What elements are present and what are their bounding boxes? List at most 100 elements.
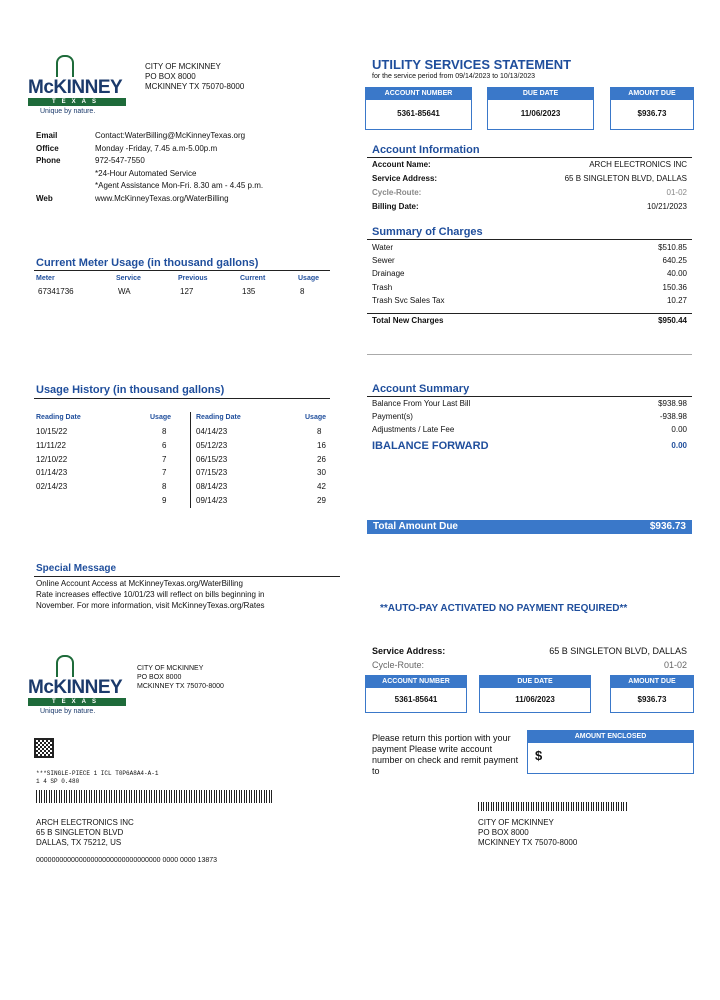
return-note: Please return this portion with your pay… — [372, 733, 519, 776]
balance-forward-value: 0.00 — [671, 441, 687, 450]
stub-address-value: 65 B SINGLETON BLVD, DALLAS — [549, 646, 687, 656]
history-cell: 26 — [317, 454, 326, 464]
info-box: DUE DATE 11/06/2023 — [487, 87, 594, 130]
box-value: 5361-85641 — [397, 109, 440, 118]
row-value: 0.00 — [671, 425, 687, 434]
meter-cell: 127 — [180, 287, 194, 296]
column-header: Current — [240, 275, 266, 282]
history-cell: 9 — [162, 496, 167, 505]
line: CITY OF MCKINNEY — [137, 665, 204, 672]
row-value: -938.98 — [659, 412, 687, 421]
history-cell: 12/10/22 — [36, 454, 68, 464]
box-value: 11/06/2023 — [520, 109, 561, 118]
rule — [367, 354, 692, 355]
line: MCKINNEY TX 75070-8000 — [478, 838, 578, 847]
row-label: Adjustments / Late Fee — [372, 425, 455, 434]
history-cell: 42 — [317, 482, 326, 492]
contact-label: Email — [36, 131, 58, 140]
history-cell: 6 — [162, 440, 167, 450]
total-value: $950.44 — [658, 316, 687, 325]
line: ARCH ELECTRONICS INC — [36, 818, 134, 827]
row-label: Payment(s) — [372, 412, 413, 421]
box-header: ACCOUNT NUMBER — [366, 88, 471, 100]
row-label: Water — [372, 243, 394, 252]
column-header: Meter — [36, 275, 55, 282]
box-header: ACCOUNT NUMBER — [366, 676, 466, 688]
customer-address: ARCH ELECTRONICS INC 65 B SINGLETON BLVD D… — [36, 818, 134, 848]
section-heading: Usage History (in thousand gallons) — [36, 384, 225, 396]
row-label: Billing Date: — [372, 202, 419, 211]
meter-cell: 135 — [242, 287, 256, 296]
line: ***SINGLE-PIECE 1 ICL T0P6A8A4-A-1 — [36, 770, 159, 777]
line: Online Account Access at McKinneyTexas.o… — [36, 579, 243, 588]
column-header: Previous — [178, 275, 208, 282]
row-value: $938.98 — [658, 399, 687, 408]
section-heading: Account Summary — [372, 383, 470, 395]
line: MCKINNEY TX 75070-8000 — [137, 683, 224, 690]
postal-barcode — [36, 790, 272, 803]
box-value: $936.73 — [637, 109, 667, 118]
history-cell: 08/14/23 — [196, 482, 228, 492]
row-value: ARCH ELECTRONICS INC — [589, 160, 687, 169]
remit-address: CITY OF MCKINNEY PO BOX 8000 MCKINNEY TX 7… — [478, 818, 577, 848]
rule — [367, 313, 692, 314]
column-header: Reading Date — [36, 414, 81, 421]
rule — [34, 270, 330, 271]
line: 65 B SINGLETON BLVD — [36, 828, 124, 837]
line: CITY OF MCKINNEY — [145, 62, 221, 71]
box-header: AMOUNT ENCLOSED — [528, 731, 693, 743]
row-label: Trash Svc Sales Tax — [372, 295, 445, 305]
history-cell: 07/15/23 — [196, 468, 228, 478]
meter-cell: 8 — [300, 287, 305, 296]
box-header: AMOUNT DUE — [611, 88, 693, 100]
section-heading: Account Information — [372, 144, 480, 156]
stub-address-label: Service Address: — [372, 646, 446, 656]
line: PO BOX 8000 — [137, 674, 182, 681]
history-cell: 09/14/23 — [196, 496, 228, 505]
meter-cell: WA — [118, 287, 131, 296]
logo-tree — [56, 655, 74, 677]
section-heading: Current Meter Usage (in thousand gallons… — [36, 257, 259, 269]
city-address: CITY OF MCKINNEY PO BOX 8000 MCKINNEY TX 7… — [137, 664, 224, 691]
row-value: 640.25 — [662, 256, 687, 266]
row-label: Service Address: — [372, 174, 438, 183]
row-label: Balance From Your Last Bill — [372, 399, 471, 408]
autopay-notice: **AUTO-PAY ACTIVATED NO PAYMENT REQUIRED… — [380, 603, 628, 614]
line: CITY OF MCKINNEY — [478, 818, 554, 827]
contact-label: Web — [36, 193, 53, 203]
stub-cycle-value: 01-02 — [663, 660, 687, 670]
logo: McKINNEY TEXAS Unique by nature. — [28, 55, 138, 119]
history-cell: 16 — [317, 440, 326, 450]
contact-value: Contact:WaterBilling@McKinneyTexas.org — [95, 131, 246, 140]
contact-value: www.McKinneyTexas.org/WaterBilling — [95, 193, 229, 203]
row-label: Cycle-Route: — [372, 188, 422, 197]
line: November. For more information, visit Mc… — [36, 601, 265, 610]
logo: McKINNEY TEXAS Unique by nature. — [28, 655, 138, 719]
qr-code — [34, 738, 54, 758]
history-cell: 8 — [162, 482, 167, 492]
history-cell: 10/15/22 — [36, 427, 68, 436]
history-cell: 01/14/23 — [36, 468, 68, 478]
mail-code: ***SINGLE-PIECE 1 ICL T0P6A8A4-A-1 1 4 SP… — [36, 770, 158, 786]
column-header: Service — [116, 275, 141, 282]
box-value: $936.73 — [637, 695, 667, 704]
scan-line: 00000000000000000000000000000000 0000 00… — [36, 857, 218, 864]
section-heading: Summary of Charges — [372, 226, 483, 238]
column-header: Usage — [150, 414, 172, 421]
box-header: DUE DATE — [488, 88, 593, 100]
row-label: Trash — [372, 282, 393, 292]
column-header: Usage — [298, 275, 320, 282]
logo-tree — [56, 55, 74, 77]
history-cell: 8 — [162, 427, 167, 436]
row-value: 150.36 — [662, 282, 687, 292]
logo-name: McKINNEY — [28, 77, 123, 98]
history-cell: 02/14/23 — [36, 482, 68, 492]
line: MCKINNEY TX 75070-8000 — [145, 82, 245, 91]
logo-name: McKINNEY — [28, 677, 123, 698]
column-header: Reading Date — [196, 414, 241, 421]
row-value: $510.85 — [658, 243, 687, 252]
history-cell: 29 — [317, 496, 326, 505]
dollar-sign: $ — [535, 748, 543, 763]
info-box: AMOUNT DUE $936.73 — [610, 675, 694, 713]
statement-title: UTILITY SERVICES STATEMENT — [372, 57, 572, 72]
